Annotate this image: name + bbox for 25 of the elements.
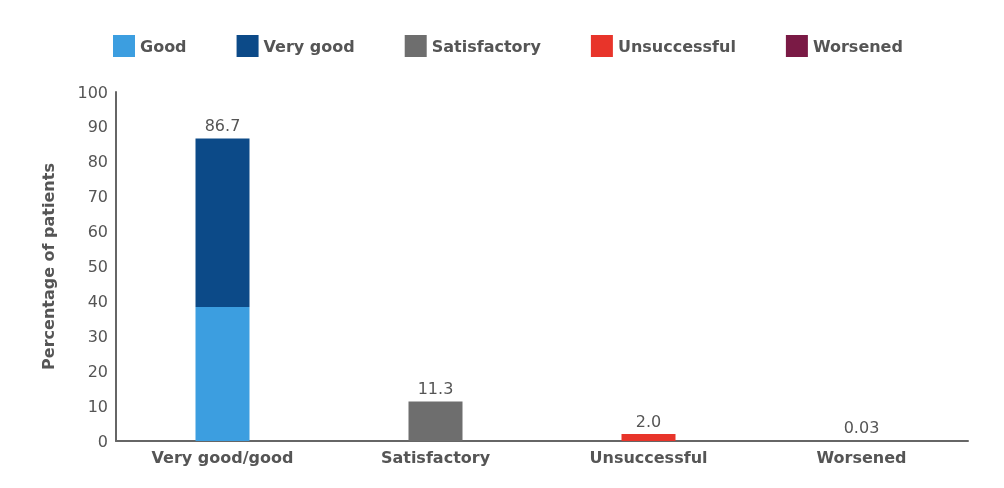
x-tick-label: Worsened (816, 447, 907, 467)
data-label: 11.3 (417, 379, 454, 399)
legend-label: Good (140, 36, 187, 56)
y-tick-label: 60 (87, 222, 108, 242)
data-label: 2.0 (635, 411, 662, 431)
y-tick-label: 0 (97, 431, 108, 451)
y-tick-label: 70 (87, 187, 108, 207)
y-tick-label: 40 (87, 291, 108, 311)
total-label: 86.7 (204, 115, 241, 135)
legend-label: Worsened (812, 36, 903, 56)
y-axis-title: Percentage of patients (38, 163, 58, 370)
y-tick-label: 50 (87, 257, 108, 276)
y-tick-label: 30 (87, 326, 108, 346)
x-tick-label: Unsuccessful (589, 447, 708, 467)
legend-label: Very good (263, 36, 355, 56)
y-tick-label: 100 (77, 82, 108, 102)
legend-label: Unsuccessful (617, 36, 736, 56)
y-tick-label: 10 (87, 396, 108, 416)
y-tick-label: 90 (87, 117, 108, 137)
x-tick-label: Very good/good (151, 447, 294, 467)
y-tick-label: 80 (87, 152, 108, 172)
x-tick-label: Satisfactory (380, 447, 491, 467)
data-label: 0.03 (843, 418, 880, 438)
y-tick-label: 20 (87, 361, 108, 381)
legend-label: Satisfactory (431, 36, 542, 56)
